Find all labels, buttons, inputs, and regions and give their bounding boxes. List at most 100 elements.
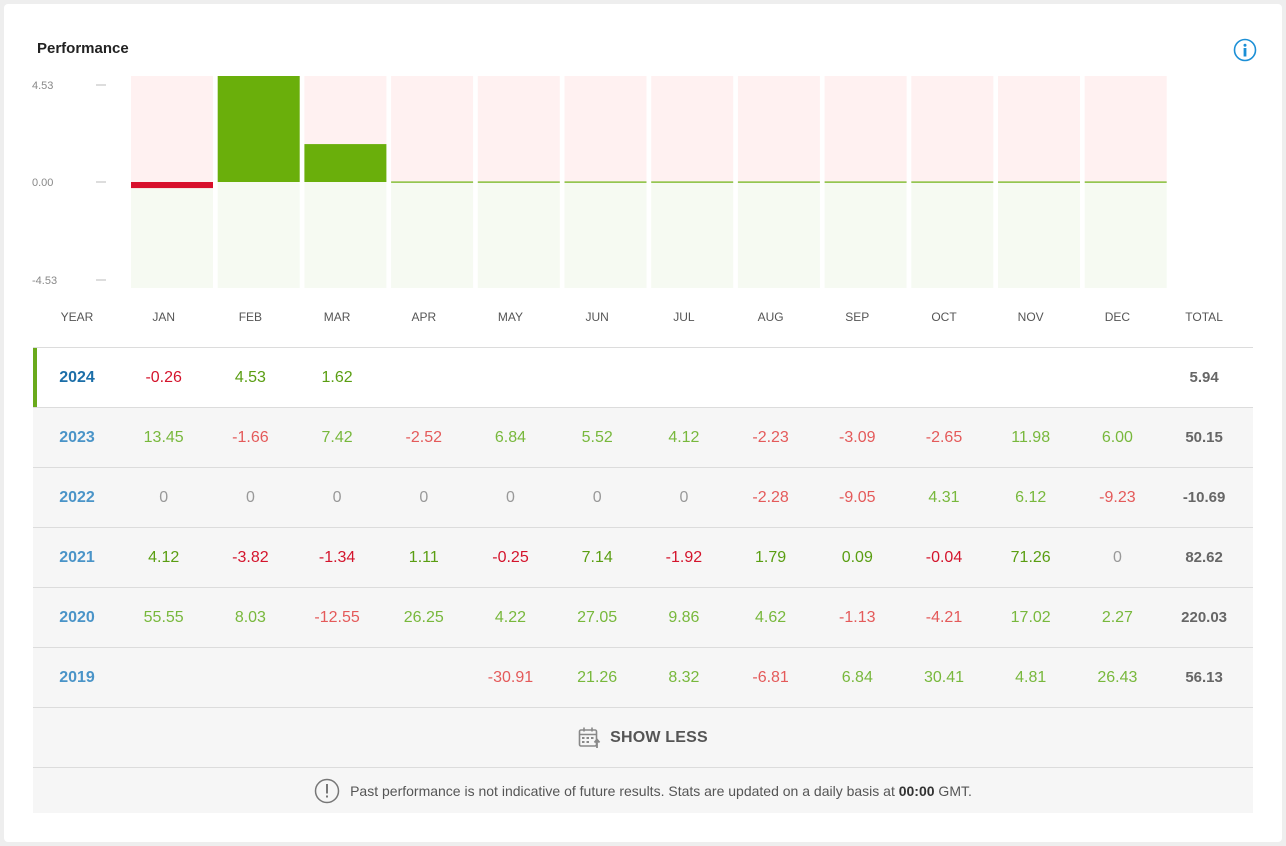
value-cell: 4.12	[148, 549, 180, 566]
value-cell: 0	[245, 489, 255, 506]
value-cell: 21.26	[577, 669, 618, 686]
column-header-jun: JUN	[585, 310, 609, 324]
total-cell: 56.13	[1185, 669, 1223, 686]
column-bg-upper	[131, 76, 213, 182]
value-cell: 8.32	[668, 669, 700, 686]
info-icon[interactable]	[1233, 38, 1257, 62]
table-header: YEAR JAN FEB MAR APR MAY JUN JUL AUG SEP OCT NOV DEC…	[33, 310, 1253, 326]
y-tick-label: -4.53	[32, 275, 57, 287]
column-bg-lower	[564, 182, 647, 288]
value-cell: 4.22	[494, 609, 527, 626]
bar-dec[interactable]	[1084, 181, 1167, 183]
value-cell: 0	[592, 489, 602, 506]
value-cell: 6.84	[841, 669, 873, 686]
column-bg-upper	[911, 76, 994, 182]
value-cell: -1.34	[318, 549, 356, 566]
value-cell: 4.62	[755, 609, 787, 626]
value-cell: -1.92	[665, 549, 703, 566]
column-bg-lower	[391, 182, 474, 288]
bar-apr[interactable]	[391, 181, 474, 183]
year-cell[interactable]: 2020	[59, 609, 95, 626]
show-less-button[interactable]: SHOW LESS	[578, 726, 708, 750]
column-header-year: YEAR	[60, 310, 94, 324]
year-cell[interactable]: 2021	[59, 549, 95, 566]
table-row: 2019 -30.91 21.26 8.32 -6.81 6.84 30.41 4.81 26.…	[33, 647, 1253, 707]
value-cell: 0	[159, 489, 169, 506]
value-cell: -6.81	[752, 669, 789, 686]
value-cell: 7.14	[581, 549, 613, 566]
column-bg-lower	[217, 182, 300, 288]
bar-jan[interactable]	[131, 182, 213, 189]
column-bg-lower	[304, 182, 387, 288]
column-header-oct: OCT	[931, 310, 957, 324]
year-cell[interactable]: 2019	[59, 669, 95, 686]
total-cell: 220.03	[1181, 609, 1228, 626]
value-cell: 1.62	[321, 369, 353, 386]
column-bg-lower	[824, 182, 907, 288]
year-cell[interactable]: 2022	[59, 489, 95, 506]
value-cell: -0.04	[925, 549, 963, 566]
value-cell: 17.02	[1010, 609, 1051, 626]
bar-sep[interactable]	[824, 181, 907, 183]
column-bg-lower	[651, 182, 734, 288]
y-tick-label: 4.53	[32, 80, 53, 92]
column-bg-upper	[477, 76, 560, 182]
column-bg-upper	[391, 76, 474, 182]
value-cell: -2.28	[752, 489, 789, 506]
value-cell: -3.82	[232, 549, 269, 566]
column-bg-upper	[1084, 76, 1167, 182]
performance-chart: 4.53 0.00 -4.53	[32, 76, 1167, 288]
value-cell: 4.81	[1015, 669, 1047, 686]
column-bg-lower	[1084, 182, 1167, 288]
bar-may[interactable]	[477, 181, 560, 183]
value-cell: 30.41	[923, 669, 964, 686]
show-less-label: SHOW LESS	[610, 728, 708, 746]
bar-aug[interactable]	[737, 181, 820, 183]
calendar-icon	[578, 727, 601, 748]
value-cell: 55.55	[143, 609, 184, 626]
total-cell: 50.15	[1185, 429, 1223, 446]
disclaimer-text: Past performance is not indicative of fu…	[350, 782, 972, 799]
column-header-apr: APR	[411, 310, 437, 324]
year-cell[interactable]: 2023	[59, 429, 95, 446]
column-header-jul: JUL	[673, 310, 695, 324]
value-cell: -12.55	[314, 609, 360, 626]
bar-jun[interactable]	[564, 181, 647, 183]
bar-oct[interactable]	[911, 181, 994, 183]
bar-mar[interactable]	[304, 144, 387, 182]
value-cell: -2.65	[925, 429, 963, 446]
value-cell: 0	[332, 489, 342, 506]
total-cell: -10.69	[1182, 489, 1226, 506]
value-cell: -1.13	[839, 609, 876, 626]
column-bg-upper	[651, 76, 734, 182]
value-cell: 9.86	[668, 609, 700, 626]
column-header-mar: MAR	[323, 310, 351, 324]
column-header-feb: FEB	[238, 310, 263, 324]
column-header-aug: AUG	[757, 310, 784, 324]
column-bg-upper	[824, 76, 907, 182]
value-cell: -3.09	[839, 429, 876, 446]
value-cell: 6.00	[1101, 429, 1133, 446]
y-tick-label: 0.00	[32, 177, 53, 189]
table-row: 2022 0 0 0 0 0 0 0 -2.28 -9.05 4.31 6.12 -9.23 -10.69	[33, 467, 1253, 527]
value-cell: -2.23	[752, 429, 789, 446]
value-cell: 5.52	[581, 429, 613, 446]
bar-nov[interactable]	[998, 181, 1080, 183]
value-cell: -9.05	[839, 489, 876, 506]
value-cell: 0	[679, 489, 689, 506]
column-bg-lower	[477, 182, 560, 288]
value-cell: -30.91	[487, 669, 534, 686]
value-cell: 26.43	[1097, 669, 1138, 686]
value-cell: 7.42	[321, 429, 353, 446]
column-bg-lower	[131, 182, 213, 288]
bar-jul[interactable]	[651, 181, 734, 183]
column-header-nov: NOV	[1017, 310, 1044, 324]
total-cell: 5.94	[1189, 369, 1219, 386]
year-cell[interactable]: 2024	[59, 369, 95, 386]
value-cell: 1.11	[408, 549, 439, 566]
value-cell: -0.26	[145, 369, 182, 386]
column-header-total: TOTAL	[1185, 310, 1223, 324]
performance-table: 2024 -0.26 4.53 1.62 5.94 2023 13.45 -1.66 7.42 -…	[33, 347, 1253, 813]
bar-feb[interactable]	[217, 76, 300, 182]
value-cell: 0	[419, 489, 429, 506]
